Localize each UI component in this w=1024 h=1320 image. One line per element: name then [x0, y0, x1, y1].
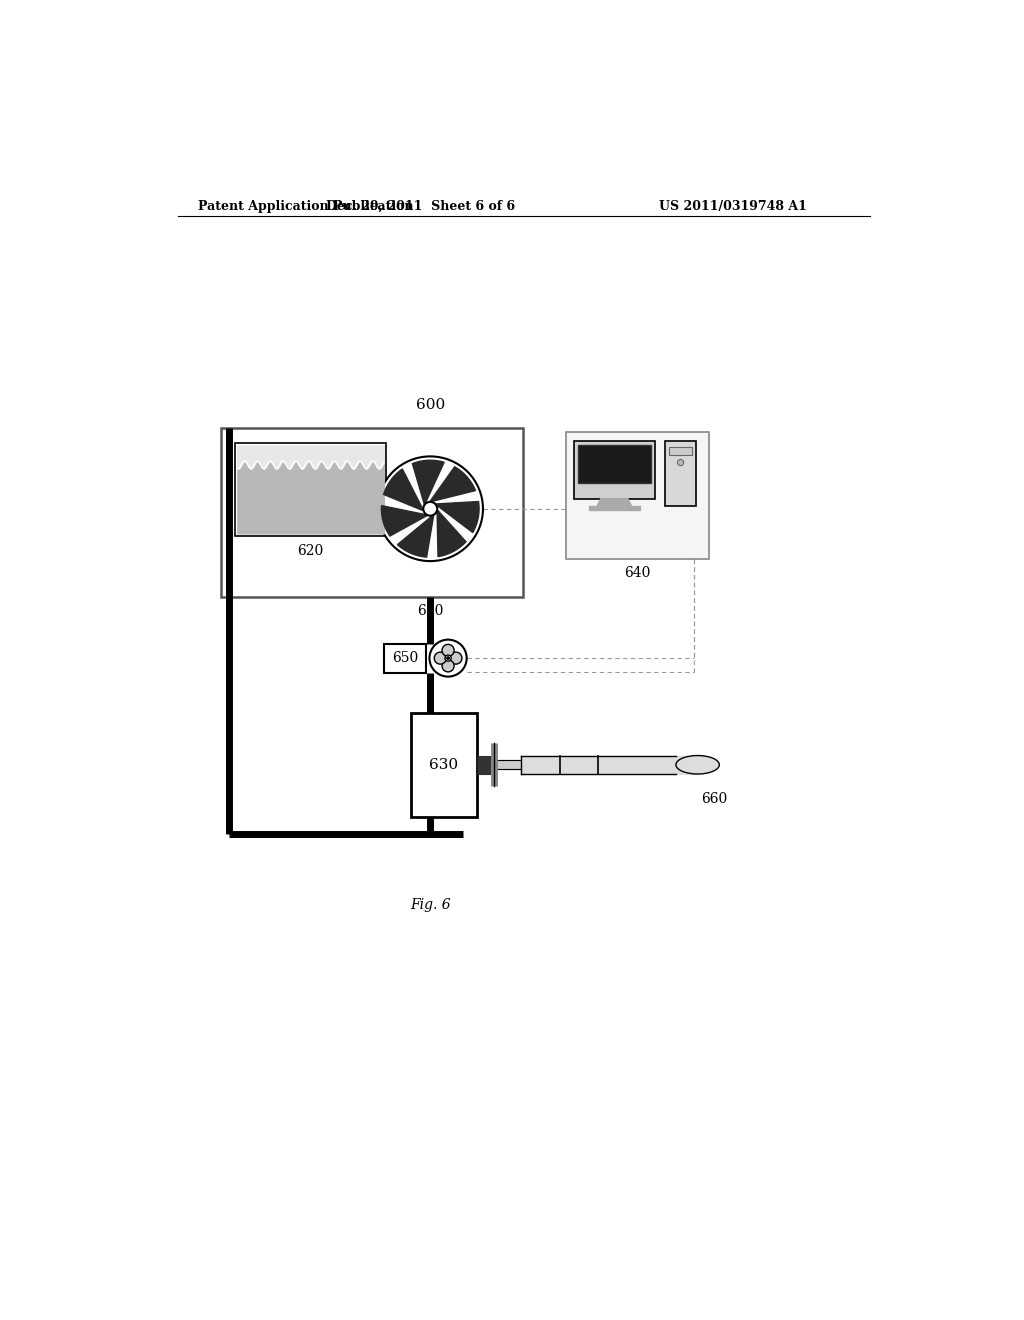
Polygon shape [430, 467, 475, 502]
Ellipse shape [450, 652, 462, 664]
Text: Patent Application Publication: Patent Application Publication [198, 199, 414, 213]
Text: 640: 640 [625, 566, 650, 579]
Circle shape [445, 655, 452, 661]
Polygon shape [397, 516, 433, 557]
Text: US 2011/0319748 A1: US 2011/0319748 A1 [658, 199, 807, 213]
Text: 600: 600 [416, 397, 444, 412]
Text: Fig. 6: Fig. 6 [410, 899, 451, 912]
Polygon shape [381, 506, 427, 536]
Bar [234, 444, 386, 536]
Bar [669, 447, 692, 455]
Bar [573, 441, 655, 499]
Bar [411, 713, 477, 817]
Polygon shape [437, 511, 466, 557]
Text: 630: 630 [429, 758, 459, 772]
Bar [384, 644, 426, 673]
Polygon shape [413, 461, 444, 504]
Bar [665, 441, 696, 507]
Circle shape [429, 640, 467, 677]
Ellipse shape [442, 660, 454, 672]
Bar [578, 445, 651, 483]
Circle shape [678, 459, 684, 466]
Polygon shape [384, 469, 423, 511]
Ellipse shape [434, 652, 446, 664]
Circle shape [446, 656, 450, 660]
Bar [566, 432, 710, 558]
Text: Dec. 29, 2011  Sheet 6 of 6: Dec. 29, 2011 Sheet 6 of 6 [327, 199, 515, 213]
Text: 660: 660 [701, 792, 728, 807]
Text: 610: 610 [417, 605, 443, 618]
Ellipse shape [442, 644, 454, 656]
Circle shape [378, 457, 483, 561]
Bar [221, 428, 523, 597]
Text: 650: 650 [392, 651, 418, 665]
Polygon shape [589, 507, 640, 510]
Text: 620: 620 [297, 544, 324, 558]
Circle shape [423, 502, 437, 516]
Polygon shape [436, 502, 479, 532]
Polygon shape [597, 499, 632, 507]
Ellipse shape [676, 755, 719, 774]
